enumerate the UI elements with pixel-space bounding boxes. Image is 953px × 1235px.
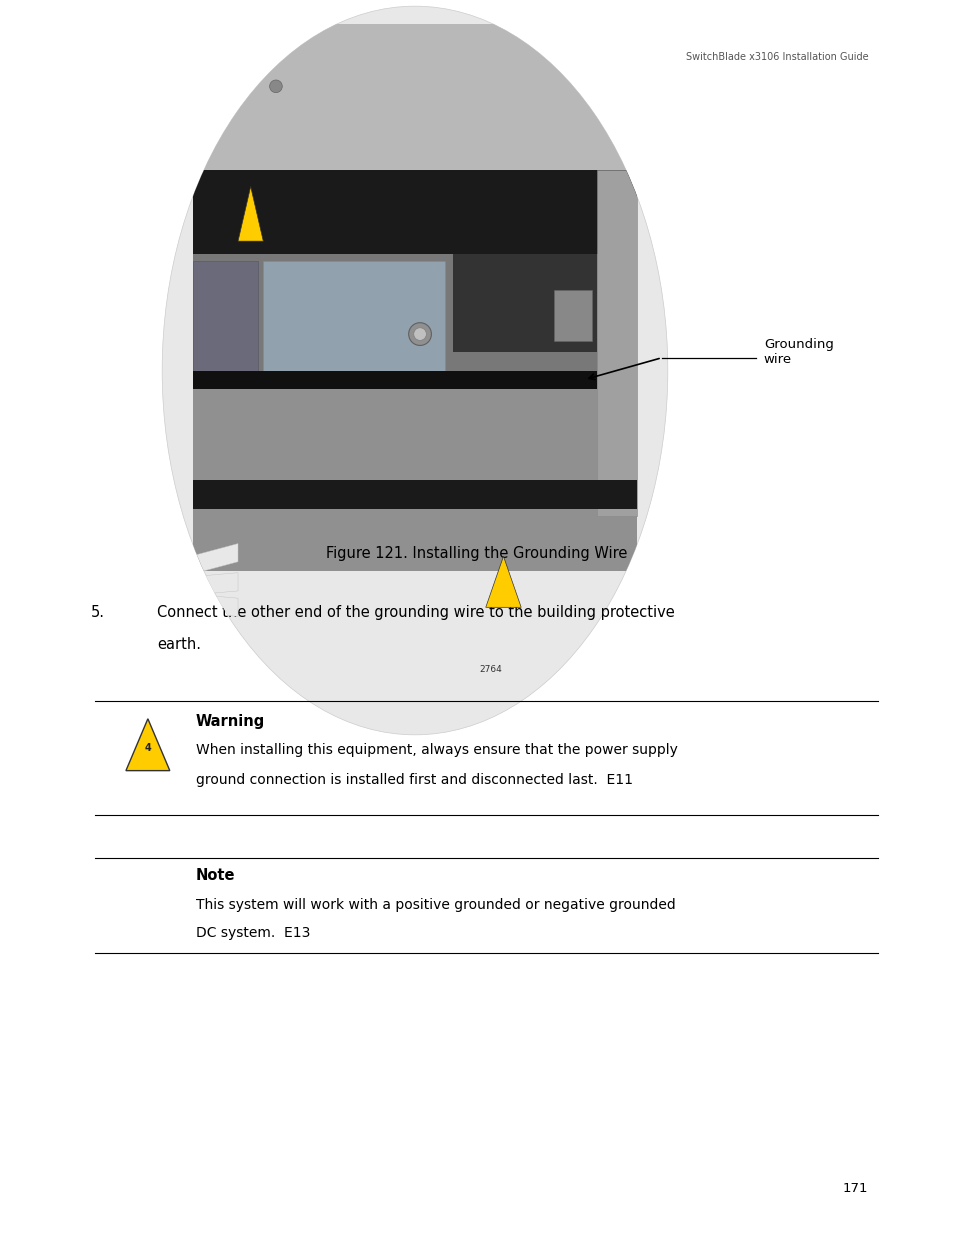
Text: This system will work with a positive grounded or negative grounded: This system will work with a positive gr… [195, 898, 675, 911]
Polygon shape [485, 556, 520, 608]
Polygon shape [597, 170, 637, 516]
Polygon shape [237, 186, 263, 241]
Polygon shape [193, 262, 258, 370]
Text: When installing this equipment, always ensure that the power supply: When installing this equipment, always e… [195, 743, 677, 757]
Text: SwitchBlade x3106 Installation Guide: SwitchBlade x3106 Installation Guide [685, 52, 867, 62]
Text: 4: 4 [144, 743, 152, 753]
Circle shape [414, 327, 426, 341]
Ellipse shape [162, 6, 667, 735]
Polygon shape [104, 543, 238, 598]
Text: Figure 121. Installing the Grounding Wire: Figure 121. Installing the Grounding Wir… [326, 546, 627, 561]
Polygon shape [193, 170, 637, 254]
Text: Connect the other end of the grounding wire to the building protective: Connect the other end of the grounding w… [157, 605, 675, 620]
Polygon shape [126, 719, 170, 771]
Polygon shape [193, 389, 637, 571]
Polygon shape [99, 573, 238, 603]
Text: Warning: Warning [195, 714, 265, 729]
Polygon shape [453, 254, 597, 352]
Polygon shape [193, 480, 637, 509]
Polygon shape [554, 290, 591, 341]
Text: Grounding
wire: Grounding wire [763, 337, 833, 366]
Circle shape [270, 80, 282, 93]
Text: DC system. ⁠⁠ E13: DC system. ⁠⁠ E13 [195, 926, 310, 940]
Polygon shape [193, 254, 637, 389]
Text: 171: 171 [841, 1182, 867, 1195]
Text: 5.: 5. [91, 605, 105, 620]
Polygon shape [193, 25, 637, 170]
Text: 2764: 2764 [479, 664, 501, 674]
Circle shape [590, 80, 602, 93]
Text: ground connection is installed first and disconnected last. ⁠⁠ E11: ground connection is installed first and… [195, 773, 632, 787]
Text: Note: Note [195, 868, 234, 883]
Polygon shape [193, 370, 597, 389]
Polygon shape [99, 587, 238, 616]
Polygon shape [263, 262, 445, 370]
Circle shape [408, 322, 431, 346]
Text: earth.: earth. [157, 637, 201, 652]
